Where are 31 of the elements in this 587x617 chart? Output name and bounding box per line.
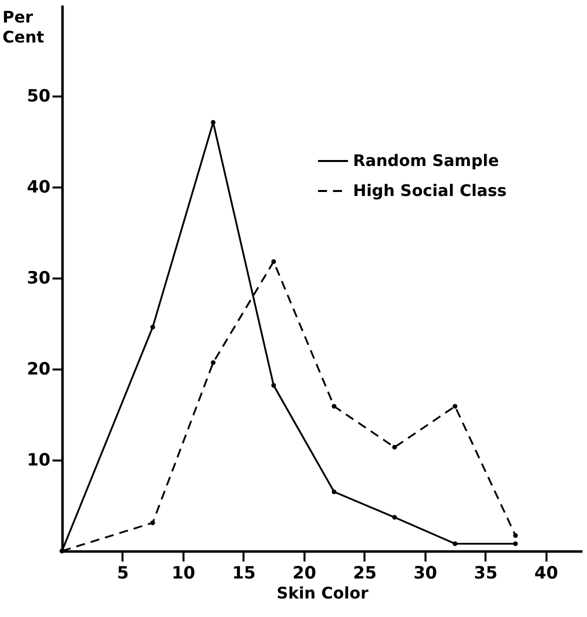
y-axis-title: Per Cent: [2, 8, 44, 46]
x-tick-label: 35: [474, 564, 498, 584]
point: [513, 541, 518, 546]
y-tick-label: 10: [26, 450, 51, 470]
point: [513, 533, 518, 538]
y-tick-label: 30: [26, 268, 51, 288]
point: [210, 360, 216, 365]
point: [210, 120, 216, 125]
point: [271, 259, 276, 264]
legend-label: Random Sample: [353, 151, 500, 170]
x-tick-label: 20: [292, 564, 316, 584]
point: [332, 404, 336, 409]
point: [332, 490, 336, 494]
point: [452, 541, 458, 546]
x-axis-title: Skin Color: [276, 584, 368, 602]
x-tick-label: 15: [232, 564, 256, 584]
point: [392, 444, 397, 450]
point: [392, 514, 397, 520]
x-tick-label: 25: [352, 564, 377, 584]
x-tick-label: 10: [172, 564, 196, 584]
x-tick-label: 40: [534, 564, 558, 584]
y-tick-label: 40: [26, 178, 51, 198]
y-tick-label: 20: [26, 360, 51, 380]
point: [452, 404, 458, 409]
point: [271, 383, 276, 388]
point: [150, 520, 156, 526]
x-tick-label: 5: [117, 564, 129, 584]
legend-label: High Social Class: [353, 181, 507, 200]
x-tick-label: 30: [413, 564, 438, 584]
y-tick-label: 50: [26, 86, 51, 106]
point: [150, 324, 156, 330]
